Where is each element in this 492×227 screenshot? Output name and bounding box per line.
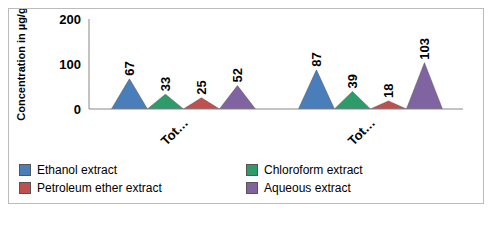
svg-text:Tot…: Tot…: [158, 115, 191, 148]
svg-text:100: 100: [59, 57, 81, 72]
svg-text:33: 33: [158, 77, 173, 91]
svg-text:0: 0: [74, 102, 81, 117]
svg-text:18: 18: [381, 83, 396, 97]
svg-text:67: 67: [122, 61, 137, 75]
svg-text:52: 52: [230, 68, 245, 82]
html-text:Aqueous extract: Aqueous extract: [264, 181, 351, 195]
html-text:Petroleum ether extract: Petroleum ether extract: [37, 181, 162, 195]
svg-text:200: 200: [59, 12, 81, 27]
svg-text:87: 87: [309, 52, 324, 66]
html-text:Ethanol extract: Ethanol extract: [37, 163, 117, 177]
svg-text:103: 103: [417, 38, 432, 60]
svg-text:39: 39: [345, 74, 360, 88]
svg-text:Tot…: Tot…: [345, 115, 378, 148]
svg-text:Concentration in µg/g: Concentration in µg/g: [15, 9, 27, 121]
html-text:Chloroform extract: Chloroform extract: [264, 163, 363, 177]
svg-text:25: 25: [194, 80, 209, 94]
